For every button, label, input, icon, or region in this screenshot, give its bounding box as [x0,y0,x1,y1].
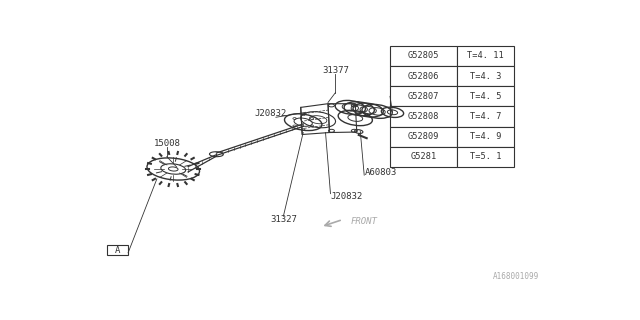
Text: G52806: G52806 [408,72,439,81]
Bar [457,147,514,167]
Text: T=4. 5: T=4. 5 [470,92,501,101]
Bar [457,66,514,86]
Text: G52805: G52805 [408,52,439,60]
Text: T=4. 3: T=4. 3 [470,72,501,81]
Bar [457,46,514,66]
Text: A60803: A60803 [365,168,397,177]
Text: 31377: 31377 [322,66,349,75]
Text: 15008: 15008 [154,139,180,148]
Text: T=5. 1: T=5. 1 [470,152,501,161]
Text: T=4. 11: T=4. 11 [467,52,504,60]
Text: A: A [115,245,120,254]
Text: G52807: G52807 [408,92,439,101]
Bar [390,86,457,107]
Text: T=4. 9: T=4. 9 [470,132,501,141]
Text: G52808: G52808 [408,112,439,121]
Text: G52809: G52809 [408,132,439,141]
Bar [457,107,514,127]
Bar [390,107,457,127]
Text: 31327: 31327 [270,215,297,224]
Bar [108,245,128,255]
Text: G5281: G5281 [410,152,436,161]
Text: J20832: J20832 [330,192,363,201]
Bar [390,46,457,66]
Text: T=4. 7: T=4. 7 [470,112,501,121]
Bar [457,86,514,107]
Bar [390,147,457,167]
Text: FRONT: FRONT [350,217,377,226]
Text: A168001099: A168001099 [493,272,540,281]
Bar [390,66,457,86]
Bar [390,127,457,147]
Bar [457,127,514,147]
Text: J20832: J20832 [255,109,287,118]
